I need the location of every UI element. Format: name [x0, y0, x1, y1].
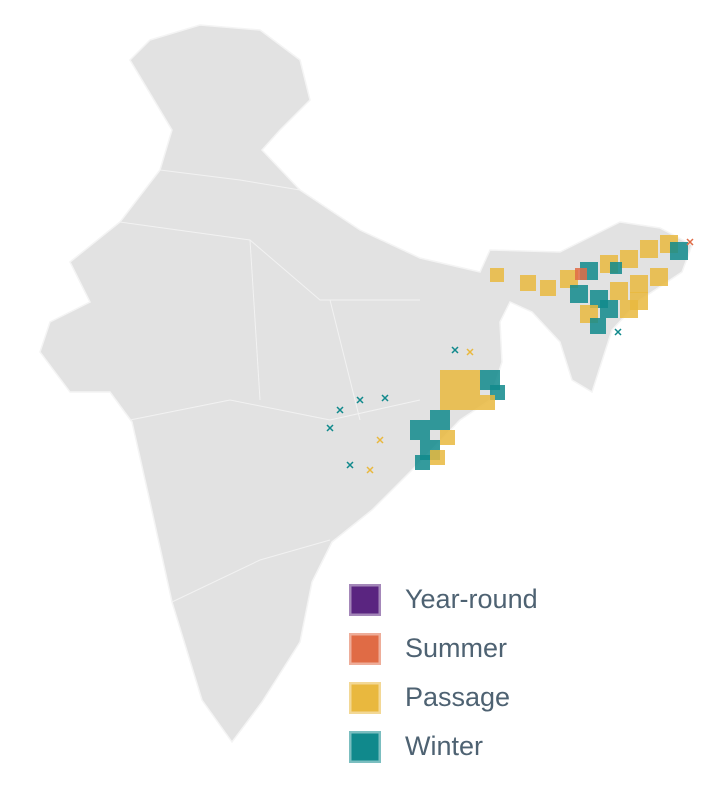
range-cells [326, 235, 694, 474]
state-borders [119, 169, 421, 603]
range-cell [600, 300, 618, 318]
sighting [614, 328, 622, 336]
legend-swatch [346, 679, 384, 717]
legend-swatch [346, 630, 384, 668]
range-cell [480, 395, 495, 410]
country-outline [39, 24, 693, 744]
range-cell [620, 250, 638, 268]
range-cell [590, 318, 606, 334]
range-cell [540, 280, 556, 296]
sighting [366, 466, 374, 474]
range-cell [430, 450, 445, 465]
sighting [686, 238, 694, 246]
range-cell [640, 240, 658, 258]
sighting [451, 346, 459, 354]
range-cell [460, 390, 480, 410]
range-cell [670, 242, 688, 260]
range-cell [570, 285, 588, 303]
sighting [336, 406, 344, 414]
range-cell [415, 455, 430, 470]
range-cell [630, 275, 648, 293]
legend-swatch [346, 728, 384, 766]
range-cell [575, 268, 587, 280]
range-cell [440, 430, 455, 445]
range-cell [650, 268, 668, 286]
legend-swatch [346, 581, 384, 619]
sighting [466, 348, 474, 356]
range-cell [440, 370, 460, 390]
legend-label: Summer [405, 633, 507, 663]
range-cell [440, 390, 460, 410]
legend-label: Year-round [405, 584, 538, 614]
legend: Year-round Summer Passage Winter [346, 581, 538, 766]
sighting [356, 396, 364, 404]
sighting [381, 394, 389, 402]
range-cell [610, 282, 628, 300]
range-cell [610, 262, 622, 274]
range-cell [520, 275, 536, 291]
range-cell [490, 268, 504, 282]
range-cell [560, 270, 578, 288]
range-cell [410, 420, 430, 440]
sighting [346, 461, 354, 469]
sighting [326, 424, 334, 432]
range-cell [430, 410, 450, 430]
range-cell [460, 370, 480, 390]
legend-label: Winter [405, 731, 483, 761]
sighting [376, 436, 384, 444]
legend-label: Passage [405, 682, 510, 712]
range-cell [630, 292, 648, 310]
